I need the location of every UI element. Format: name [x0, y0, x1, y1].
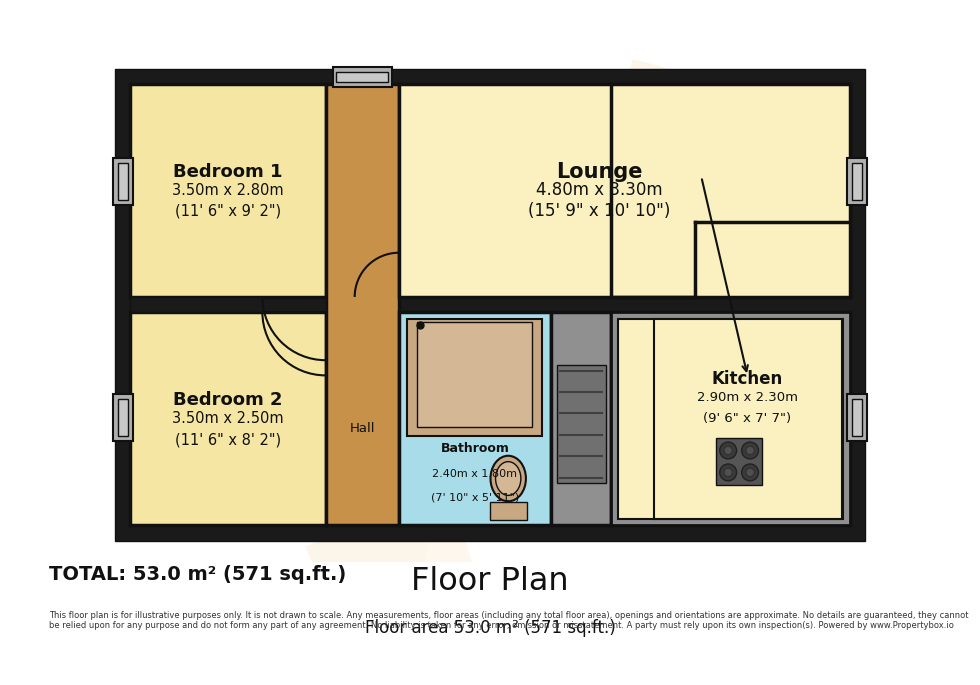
Text: Bathroom: Bathroom	[440, 442, 510, 455]
Text: 3.50m x 2.50m: 3.50m x 2.50m	[172, 411, 283, 426]
Text: Lounge: Lounge	[556, 162, 643, 182]
Wedge shape	[305, 495, 448, 637]
Circle shape	[746, 447, 755, 455]
Text: This floor plan is for illustrative purposes only. It is not drawn to scale. Any: This floor plan is for illustrative purp…	[49, 611, 968, 630]
Circle shape	[742, 442, 759, 459]
Bar	[417, 322, 532, 427]
Circle shape	[719, 464, 737, 481]
Text: 4.80m x 3.30m: 4.80m x 3.30m	[536, 182, 662, 199]
Bar	[847, 158, 867, 206]
Bar	[852, 399, 861, 436]
Bar	[119, 399, 128, 436]
Text: Bedroom 2: Bedroom 2	[173, 391, 282, 409]
Circle shape	[724, 447, 732, 455]
Circle shape	[746, 469, 755, 477]
Bar	[336, 72, 388, 82]
Wedge shape	[396, 495, 500, 646]
Circle shape	[742, 464, 759, 481]
Bar	[847, 395, 867, 441]
Bar	[119, 163, 128, 200]
Bar	[551, 312, 612, 525]
Ellipse shape	[491, 456, 526, 501]
Bar	[408, 319, 542, 436]
Text: Bedroom 1: Bedroom 1	[173, 163, 282, 181]
Wedge shape	[591, 229, 776, 356]
Text: (11' 6" x 9' 2"): (11' 6" x 9' 2")	[174, 204, 281, 219]
Bar	[325, 84, 399, 525]
Bar	[115, 68, 865, 540]
Bar	[333, 67, 392, 87]
Bar	[399, 312, 551, 525]
Text: 3.50m x 2.80m: 3.50m x 2.80m	[172, 183, 283, 198]
Text: (7' 10" x 5' 11"): (7' 10" x 5' 11")	[430, 493, 519, 503]
Bar	[130, 312, 325, 525]
Wedge shape	[591, 174, 827, 333]
Text: 2.40m x 1.80m: 2.40m x 1.80m	[432, 469, 517, 479]
Text: (9' 6" x 7' 7"): (9' 6" x 7' 7")	[704, 412, 792, 425]
Bar	[113, 395, 133, 441]
Bar	[852, 163, 861, 200]
Circle shape	[724, 469, 732, 477]
Bar	[113, 158, 133, 206]
Text: (15' 9" x 10' 10"): (15' 9" x 10' 10")	[528, 202, 670, 221]
Text: Kitchen: Kitchen	[711, 370, 783, 388]
Bar	[557, 366, 606, 483]
Text: Floor area 53.0 m² (571 sq.ft.): Floor area 53.0 m² (571 sq.ft.)	[365, 619, 615, 637]
Bar	[612, 312, 850, 525]
Wedge shape	[591, 99, 819, 292]
Bar	[654, 319, 842, 519]
Wedge shape	[591, 60, 726, 292]
Text: TOTAL: 53.0 m² (571 sq.ft.): TOTAL: 53.0 m² (571 sq.ft.)	[49, 565, 346, 584]
Bar	[612, 84, 850, 297]
Text: Hall: Hall	[350, 422, 375, 435]
Circle shape	[719, 442, 737, 459]
Bar	[716, 438, 762, 485]
Text: 2.90m x 2.30m: 2.90m x 2.30m	[697, 391, 798, 404]
Bar	[490, 502, 527, 521]
Bar	[130, 297, 325, 312]
Ellipse shape	[496, 462, 520, 495]
Bar	[399, 84, 850, 297]
Text: Floor Plan: Floor Plan	[412, 566, 568, 597]
Bar	[612, 312, 850, 525]
Text: (11' 6" x 8' 2"): (11' 6" x 8' 2")	[174, 432, 281, 447]
Bar	[130, 84, 325, 297]
Bar	[618, 319, 843, 519]
